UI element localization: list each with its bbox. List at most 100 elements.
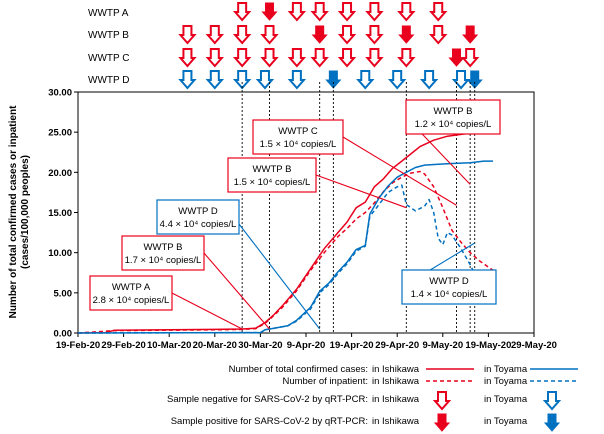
x-tick-label: 9-Apr-20 — [287, 340, 326, 351]
x-axis: 19-Feb-20 29-Feb-20 10-Mar-20 20-Mar-20 30-M… — [56, 333, 557, 351]
legend: Number of total confirmed cases: in Ishi… — [167, 364, 578, 427]
negative-sample-arrow-icon — [260, 25, 279, 45]
x-tick-label: 30-Mar-20 — [238, 340, 282, 351]
legend-total-toyama: in Toyama — [484, 364, 528, 375]
annotation-wwtp-b-1: WWTP B 1.7 × 10⁴ copies/L — [121, 235, 205, 271]
negative-sample-arrow-icon — [429, 2, 448, 22]
y-axis-title: Number of total confirmed cases or inpat… — [8, 105, 31, 318]
positive-sample-arrow-icon — [325, 70, 342, 89]
legend-inpatient-toyama: in Toyama — [484, 376, 528, 387]
annotation-value: 1.2 × 10⁴ copies/L — [415, 119, 492, 130]
negative-sample-arrow-icon — [255, 70, 275, 90]
positive-sample-arrow-icon — [261, 2, 278, 21]
negative-sample-arrow-icon — [397, 2, 416, 22]
row-label-wwtp-d: WWTP D — [88, 75, 129, 86]
x-tick-label: 19-May-20 — [465, 340, 511, 351]
negative-sample-arrow-icon — [287, 70, 307, 90]
annotation-box — [89, 275, 173, 311]
legend-positive-ishikawa: in Ishikawa — [372, 416, 420, 427]
legend-positive-toyama-arrow-icon — [543, 413, 561, 432]
annotation-wwtp-b-3: WWTP B 1.2 × 10⁴ copies/L — [405, 99, 501, 135]
negative-sample-arrow-icon — [387, 70, 407, 90]
negative-sample-arrow-icon — [337, 2, 357, 22]
negative-sample-arrow-icon — [232, 25, 252, 45]
y-tick-label: 5.00 — [54, 288, 73, 299]
negative-sample-arrow-icon — [178, 48, 197, 68]
negative-sample-arrow-icon — [232, 48, 252, 68]
positive-sample-arrow-icon — [466, 70, 483, 89]
x-tick-label: 19-Apr-20 — [330, 340, 374, 351]
wwtp-sampling-rows: WWTP A WWTP B WWTP C WWTP D — [88, 2, 483, 90]
x-tick-label: 29-May-20 — [511, 340, 557, 351]
negative-sample-arrow-icon — [337, 25, 357, 45]
negative-sample-arrow-icon — [178, 25, 197, 45]
negative-sample-arrow-icon — [337, 48, 357, 68]
annotation-box — [252, 119, 344, 155]
row-label-wwtp-b: WWTP B — [88, 30, 129, 41]
annotation-wwtp-a: WWTP A 2.8 × 10⁴ copies/L — [89, 275, 173, 311]
row-label-wwtp-a: WWTP A — [88, 8, 129, 19]
positive-sample-arrow-icon — [398, 25, 415, 44]
annotation-title: WWTP B — [253, 164, 292, 175]
negative-sample-arrow-icon — [356, 70, 375, 90]
negative-sample-arrow-icon — [287, 2, 307, 22]
y-tick-label: 0.00 — [54, 329, 73, 340]
annotation-box — [401, 269, 497, 305]
negative-sample-arrow-icon — [232, 70, 252, 90]
negative-sample-arrow-icon — [310, 48, 329, 68]
x-tick-label: 29-Apr-20 — [375, 340, 419, 351]
legend-arrows — [432, 391, 562, 432]
negative-sample-arrow-icon — [397, 48, 416, 68]
negative-sample-arrow-icon — [205, 48, 225, 68]
legend-negative-toyama-arrow-icon — [542, 391, 562, 411]
y-axis: 0.00 5.00 10.00 15.00 20.00 25.00 30.00 — [48, 88, 78, 340]
x-tick-label: 29-Feb-20 — [101, 340, 145, 351]
annotation-box — [405, 99, 501, 135]
x-tick-label: 19-Feb-20 — [56, 340, 100, 351]
annotation-title: WWTP C — [278, 126, 318, 137]
legend-negative-toyama: in Toyama — [484, 394, 528, 405]
annotation-wwtp-d-2: WWTP D 1.4 × 10⁴ copies/L — [401, 269, 497, 305]
annotation-title: WWTP B — [434, 106, 473, 117]
annotation-box — [156, 199, 240, 235]
legend-inpatient-label: Number of inpatient: — [282, 376, 368, 387]
negative-sample-arrow-icon — [232, 2, 252, 22]
annotation-connector-line — [315, 174, 407, 209]
row-label-wwtp-c: WWTP C — [88, 53, 129, 64]
x-tick-label: 10-Mar-20 — [147, 340, 191, 351]
legend-total-label: Number of total confirmed cases: — [229, 364, 368, 375]
annotation-box — [227, 157, 317, 193]
y-axis-title-line2: (cases/100,000 peoples) — [20, 155, 31, 269]
negative-sample-arrow-icon — [365, 48, 384, 68]
y-tick-label: 10.00 — [48, 248, 72, 259]
legend-positive-ishikawa-arrow-icon — [433, 413, 451, 432]
positive-sample-arrow-icon — [462, 25, 479, 44]
y-tick-label: 30.00 — [48, 88, 72, 99]
inpatient-series-line — [77, 170, 494, 334]
annotation-value: 2.8 × 10⁴ copies/L — [93, 295, 170, 306]
annotation-box — [121, 235, 205, 271]
x-tick-label: 9-May-20 — [422, 340, 463, 351]
annotation-value: 1.4 × 10⁴ copies/L — [411, 289, 488, 300]
annotation-connector-line — [203, 252, 270, 330]
negative-sample-arrow-icon — [365, 2, 384, 22]
annotation-title: WWTP D — [178, 206, 218, 217]
annotation-connector-line — [342, 136, 457, 206]
negative-sample-arrow-icon — [205, 70, 225, 90]
legend-negative-label: Sample negative for SARS-CoV-2 by qRT-PC… — [167, 394, 368, 405]
negative-sample-arrow-icon — [365, 25, 384, 45]
annotation-wwtp-b-2: WWTP B 1.5 × 10⁴ copies/L — [227, 157, 317, 193]
y-axis-title-line1: Number of total confirmed cases or inpat… — [8, 105, 19, 318]
y-tick-label: 15.00 — [48, 208, 72, 219]
negative-sample-arrow-icon — [460, 48, 480, 68]
positive-sample-arrow-icon — [311, 25, 328, 44]
negative-sample-arrow-icon — [287, 48, 307, 68]
inpatient-series-line — [77, 184, 494, 334]
series-lines — [77, 129, 494, 334]
positive-sample-arrow-icon — [448, 48, 465, 67]
annotation-value: 1.5 × 10⁴ copies/L — [234, 177, 311, 188]
annotation-value: 1.7 × 10⁴ copies/L — [125, 255, 202, 266]
annotation-value: 1.5 × 10⁴ copies/L — [260, 139, 337, 150]
x-tick-label: 20-Mar-20 — [193, 340, 237, 351]
